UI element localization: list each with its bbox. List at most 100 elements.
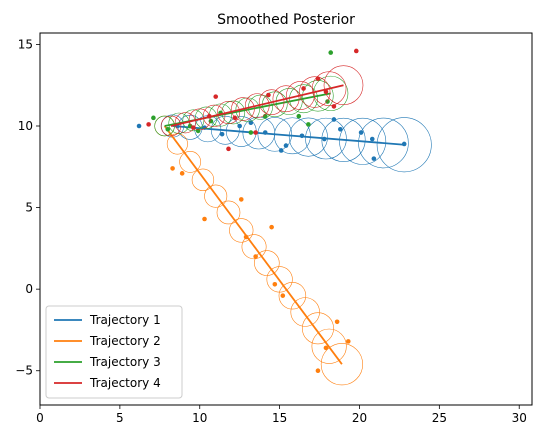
uncertainty-circle: [299, 76, 331, 108]
uncertainty-circle: [274, 117, 311, 155]
series-1: [136, 114, 432, 173]
uncertainty-circle: [244, 93, 270, 118]
series-2: [154, 115, 363, 386]
observation-point: [369, 136, 375, 142]
observation-point: [253, 254, 258, 259]
uncertainty-circle: [257, 117, 293, 152]
axes-frame: [39, 32, 533, 406]
x-tick-label: 25: [432, 411, 447, 425]
observation-point: [248, 130, 254, 135]
uncertainty-circle: [235, 97, 260, 122]
x-tick-label: 10: [192, 411, 207, 425]
uncertainty-circle: [358, 117, 409, 169]
observation-point: [315, 76, 321, 81]
trajectory-line: [170, 84, 344, 127]
uncertainty-circle: [254, 250, 280, 276]
uncertainty-circle: [160, 115, 182, 137]
uncertainty-circle: [258, 89, 285, 115]
legend-label: Trajectory 1: [89, 313, 161, 327]
uncertainty-circle: [231, 97, 255, 121]
uncertainty-circle: [210, 115, 240, 145]
observation-point: [136, 123, 142, 129]
uncertainty-circle: [188, 108, 211, 131]
uncertainty-circle: [301, 312, 334, 345]
y-tick-label: 5: [25, 201, 33, 215]
observation-point: [371, 156, 377, 161]
observation-point: [170, 166, 175, 171]
x-tick-label: 0: [36, 411, 44, 425]
uncertainty-circle: [313, 75, 349, 111]
uncertainty-circle: [272, 85, 300, 113]
observation-point: [179, 171, 185, 176]
observation-point: [299, 133, 305, 139]
observation-point: [283, 143, 289, 148]
x-tick-label: 15: [272, 411, 287, 425]
observation-point: [323, 89, 329, 95]
legend-label: Trajectory 4: [89, 376, 161, 390]
observation-point: [334, 319, 340, 325]
observation-point: [219, 131, 225, 137]
observation-point: [306, 122, 311, 127]
observation-point: [202, 216, 207, 222]
observation-point: [266, 92, 271, 98]
observation-point: [315, 368, 321, 374]
observation-point: [280, 293, 286, 298]
observation-point: [226, 146, 231, 152]
x-tick-label: 30: [512, 411, 527, 425]
observation-point: [301, 86, 306, 91]
axis-ticks: 0 5 10 15 20 25 30 −5 0 5 10 15: [15, 37, 527, 425]
uncertainty-circle: [311, 328, 347, 364]
observation-point: [323, 345, 329, 351]
observation-point: [331, 117, 337, 122]
observation-point: [243, 234, 249, 240]
observation-point: [331, 104, 337, 109]
uncertainty-circle: [202, 104, 226, 128]
observation-point: [272, 281, 278, 287]
legend: Trajectory 1 Trajectory 2 Trajectory 3 Traj…: [45, 305, 183, 399]
plot-area: [136, 48, 432, 386]
uncertainty-circle: [288, 117, 328, 157]
legend-box: [45, 305, 183, 399]
uncertainty-circle: [179, 151, 201, 173]
y-tick-label: −5: [15, 364, 33, 378]
uncertainty-circle: [217, 100, 240, 124]
observation-point: [345, 339, 351, 344]
uncertainty-circle: [323, 65, 364, 105]
uncertainty-circle: [174, 112, 196, 134]
uncertainty-circle: [241, 234, 267, 260]
observation-point: [146, 122, 151, 127]
uncertainty-circle: [376, 117, 432, 173]
observation-point: [207, 113, 212, 119]
uncertainty-circle: [229, 218, 254, 243]
observation-point: [296, 113, 302, 119]
observation-point: [262, 113, 268, 119]
observation-point: [262, 130, 268, 135]
y-tick-label: 10: [18, 119, 33, 133]
observation-point: [338, 126, 343, 132]
observation-point: [401, 141, 407, 147]
legend-label: Trajectory 3: [89, 355, 161, 369]
observation-point: [238, 197, 244, 202]
uncertainty-circle: [339, 117, 387, 165]
uncertainty-circle: [168, 112, 190, 134]
observation-point: [322, 136, 327, 142]
observation-point: [325, 99, 330, 104]
y-tick-label: 15: [18, 37, 33, 51]
observation-point: [358, 130, 364, 135]
observation-point: [269, 224, 274, 230]
uncertainty-circle: [278, 281, 307, 310]
observation-point: [165, 126, 171, 132]
uncertainty-circle: [290, 297, 320, 327]
observation-point: [328, 50, 334, 55]
observation-point: [253, 130, 258, 135]
observation-point: [191, 125, 196, 130]
observation-point: [213, 94, 219, 99]
observation-point: [278, 148, 284, 153]
uncertainty-circle: [286, 81, 315, 110]
uncertainty-circle: [305, 117, 347, 160]
observation-point: [353, 48, 359, 54]
trajectory-line: [172, 125, 405, 146]
uncertainty-circle: [321, 117, 366, 162]
